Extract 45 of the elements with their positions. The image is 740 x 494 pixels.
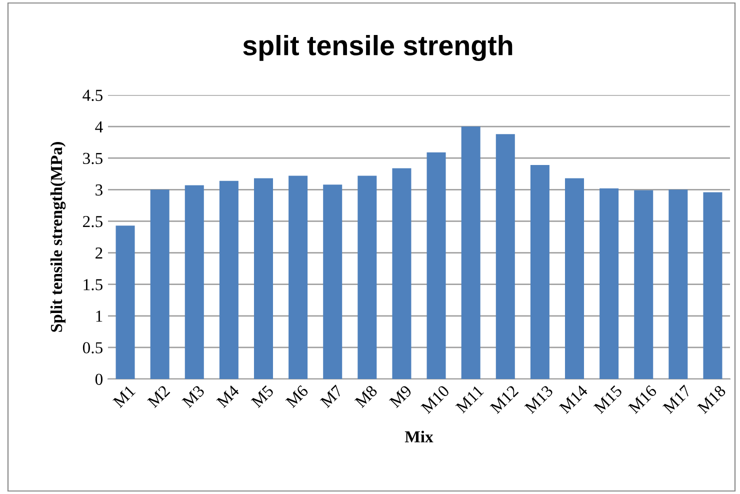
bar	[426, 152, 446, 379]
y-tick-label: 2	[96, 248, 102, 259]
bar	[116, 226, 135, 379]
x-tick-label: M6	[285, 384, 309, 408]
y-tick-label: 1	[96, 310, 102, 322]
bar	[634, 190, 654, 379]
y-tick-label: 0	[95, 374, 103, 385]
bar	[392, 168, 412, 379]
x-tick-label: M1	[112, 384, 136, 408]
x-tick-label: M4	[216, 384, 240, 408]
x-tick-label: M8	[354, 384, 378, 408]
bar	[219, 180, 238, 379]
y-tick-label: 3.5	[83, 152, 102, 164]
bar	[530, 165, 550, 379]
x-tick-label: M5	[250, 384, 274, 408]
bar	[703, 192, 722, 379]
x-tick-label: M3	[182, 384, 206, 408]
y-tick-label: 4.5	[82, 90, 102, 102]
y-tick-label: 4	[95, 121, 103, 132]
bar	[184, 185, 204, 379]
x-tick-label: M12	[490, 384, 519, 414]
bar	[288, 176, 308, 379]
x-tick-label: M9	[388, 384, 412, 408]
chart-title: split tensile strength	[243, 34, 512, 62]
x-tick-label: M13	[524, 384, 554, 414]
bar	[461, 126, 480, 379]
bar	[496, 134, 515, 379]
bar	[668, 190, 688, 379]
x-tick-label: M2	[147, 384, 170, 408]
y-tick-label: 2.5	[83, 216, 102, 228]
x-axis-title: Mix	[404, 430, 434, 442]
y-tick-label: 0.5	[82, 342, 102, 354]
x-tick-label: M7	[320, 384, 344, 408]
bar	[358, 176, 377, 379]
bar	[254, 178, 274, 379]
x-tick-label: M10	[420, 384, 450, 414]
y-tick-label: 1.5	[84, 279, 102, 290]
x-tick-label: M11	[455, 384, 484, 414]
x-tick-label: M18	[696, 384, 726, 414]
bar	[600, 188, 619, 379]
bar	[323, 184, 342, 379]
bar	[150, 190, 170, 379]
y-axis-title: Split tensile strength(MPa)	[50, 142, 66, 332]
bar	[564, 178, 584, 379]
y-tick-label: 3	[96, 184, 102, 196]
